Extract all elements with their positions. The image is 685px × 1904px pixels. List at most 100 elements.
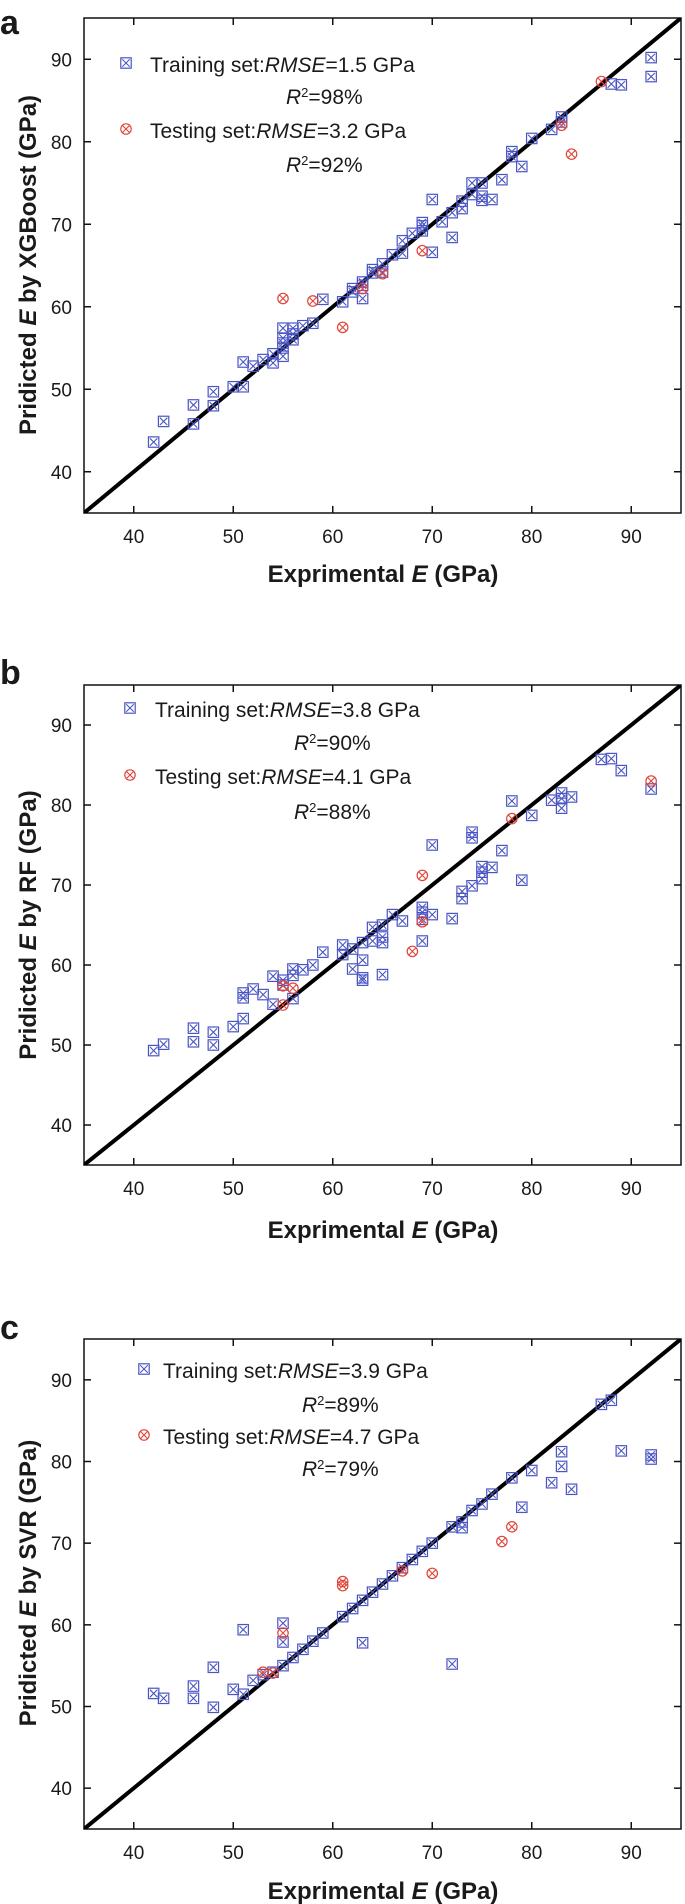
panel-b-training-point — [645, 783, 657, 795]
panel-b-ylabel-post: by RF (GPa) — [15, 790, 42, 934]
panel-a-y-tick-label: 60 — [51, 298, 72, 319]
panel-a-training-point — [506, 145, 518, 158]
panel-c-label: c — [0, 1309, 19, 1347]
panel-a-training-point — [267, 357, 279, 369]
panel-b-legend-testing-r2-label: R — [294, 801, 309, 824]
panel-a-legend-training-metric-value: =1.5 GPa — [325, 54, 415, 77]
panel-b-training-point — [545, 794, 558, 806]
panel-a-training-point — [237, 380, 249, 393]
panel-c-legend-testing-marker — [138, 1429, 150, 1441]
panel-b-ticks: 40 50 60 70 80 90 40 50 60 70 80 90 — [51, 685, 681, 1200]
panel-a-training-point — [645, 51, 657, 64]
panel-a-y-tick-label: 40 — [51, 463, 72, 484]
panel-c-x-tick-label: 90 — [621, 1843, 642, 1864]
panel-b-legend-training-marker — [124, 702, 136, 714]
panel-b-training-point — [257, 988, 269, 1001]
panel-a-training-point — [466, 177, 478, 189]
panel-c-training-point — [187, 1680, 200, 1692]
panel-a-training-point — [545, 123, 558, 136]
panel-a-training-point — [525, 132, 538, 145]
panel-a-training-point — [645, 70, 657, 83]
panel-a-training-point — [555, 111, 568, 123]
panel-b-training-point — [287, 963, 299, 975]
panel-a-x-tick-label: 60 — [322, 527, 343, 548]
panel-b-y-axis-label: Pridicted E by RF (GPa) — [15, 790, 42, 1059]
panel-a-legend-training-marker — [120, 57, 132, 69]
panel-b-training-point — [147, 1044, 160, 1057]
panel-c-training-point — [426, 1537, 439, 1549]
panel-c: c 40 50 60 70 80 90 40 50 60 70 80 90 Training set:… — [0, 1309, 682, 1904]
panel-a-testing-point — [595, 75, 608, 88]
panel-a-xlabel-pre: Exprimental — [268, 561, 412, 588]
panel-a-training-point — [187, 418, 200, 430]
panel-a-training-point — [307, 317, 319, 330]
panel-a-training-point — [396, 234, 409, 247]
panel-c-training-point — [147, 1687, 160, 1700]
panel-a-legend-training-r2: R2=98% — [286, 85, 363, 110]
panel-a-x-tick-label: 80 — [521, 527, 542, 548]
panel-c-legend-training-metric-label: RMSE — [278, 1360, 340, 1383]
panel-a-legend-testing-r2: R2=92% — [286, 153, 363, 178]
panel-a-training-point — [406, 227, 419, 240]
panel-b-training-point — [426, 839, 439, 851]
panel-a-testing-point — [307, 295, 319, 307]
panel-c-training-point — [346, 1602, 359, 1615]
panel-a-training-point — [187, 399, 200, 411]
panel-a-training-point — [515, 160, 528, 173]
panel-a-training-point — [426, 193, 439, 206]
panel-c-training-point — [476, 1498, 488, 1510]
panel-a-x-tick-label: 40 — [123, 527, 144, 548]
panel-a-training-point — [496, 173, 508, 186]
panel-c-training-point — [515, 1501, 528, 1514]
panel-c-legend-training-name: Training set: — [163, 1360, 278, 1383]
panel-b-x-tick-label: 50 — [223, 1179, 244, 1200]
panel-a-testing-point — [416, 244, 429, 257]
panel-a-xlabel-var: E — [412, 561, 429, 588]
panel-c-training-point — [446, 1521, 458, 1533]
panel-a-training-point — [615, 79, 628, 91]
panel-b-legend-testing-metric-label: RMSE — [261, 766, 323, 789]
panel-a-testing-point — [376, 267, 389, 280]
panel-a-testing-point — [336, 321, 349, 334]
panel-a-training-point — [416, 216, 429, 229]
panel-a-legend-testing-metric-value: =3.2 GPa — [317, 120, 407, 143]
panel-c-testing-point — [396, 1565, 409, 1577]
panel-c-training-point — [555, 1460, 568, 1473]
panel-c-plot-frame — [83, 1338, 682, 1830]
panel-a-training-point — [436, 215, 448, 228]
panel-b-testing-point — [416, 915, 429, 928]
panel-c-training-point — [257, 1668, 269, 1681]
panel-c-training-point — [277, 1636, 289, 1648]
panel-b-training-point — [267, 970, 279, 982]
panel-a-legend-training-text: Training set:RMSE=1.5 GPa — [150, 54, 415, 77]
panel-b-training-point — [386, 908, 399, 921]
panel-c-xlabel-var: E — [412, 1878, 429, 1904]
panel-c-training-point — [277, 1659, 289, 1672]
panel-b-testing-point — [277, 999, 289, 1011]
panel-c-ylabel-post: by SVR (GPa) — [15, 1440, 42, 1601]
panel-c-x-tick-label: 40 — [123, 1843, 144, 1864]
panel-a: a 40 50 60 70 80 90 40 50 60 70 80 90 Training set:… — [0, 4, 682, 588]
panel-a-legend-testing-marker — [120, 123, 132, 135]
panel-c-y-tick-label: 80 — [51, 1453, 72, 1474]
panel-b-y-tick-label: 70 — [51, 876, 72, 897]
panel-b-xlabel-var: E — [412, 1217, 429, 1244]
panel-c-data-points — [147, 1394, 657, 1714]
panel-a-legend-training-symbol — [120, 57, 132, 69]
panel-a-legend: Training set:RMSE=1.5 GPa R2=98% Testing… — [120, 54, 415, 178]
panel-a-y-tick-label: 50 — [51, 380, 72, 401]
panel-b-y-tick-label: 60 — [51, 956, 72, 977]
panel-b-training-point — [416, 901, 429, 914]
panel-b-training-point — [565, 791, 578, 803]
panel-c-testing-point — [336, 1579, 349, 1592]
panel-c-training-point — [456, 1516, 468, 1528]
panel-a-x-tick-label: 90 — [621, 527, 642, 548]
panel-a-testing-point — [356, 282, 369, 295]
panel-a-legend-testing-r2-label: R — [286, 154, 301, 177]
panel-b-training-point — [466, 879, 478, 892]
panel-a-legend-training-metric-label: RMSE — [265, 54, 327, 77]
panel-b-legend-training-metric-value: =3.8 GPa — [330, 699, 420, 722]
panel-c-training-point — [297, 1643, 309, 1656]
panel-a-training-point — [157, 415, 170, 428]
panel-c-y-tick-label: 70 — [51, 1534, 72, 1555]
